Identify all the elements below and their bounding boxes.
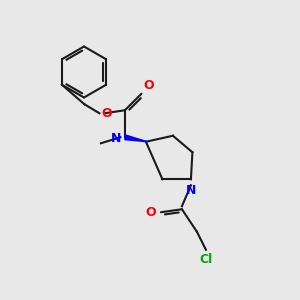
Text: O: O bbox=[146, 206, 156, 219]
Polygon shape bbox=[125, 135, 147, 142]
Text: O: O bbox=[143, 79, 154, 92]
Text: Cl: Cl bbox=[199, 253, 212, 266]
Text: N: N bbox=[111, 132, 121, 145]
Text: N: N bbox=[186, 184, 196, 197]
Text: O: O bbox=[101, 107, 112, 120]
